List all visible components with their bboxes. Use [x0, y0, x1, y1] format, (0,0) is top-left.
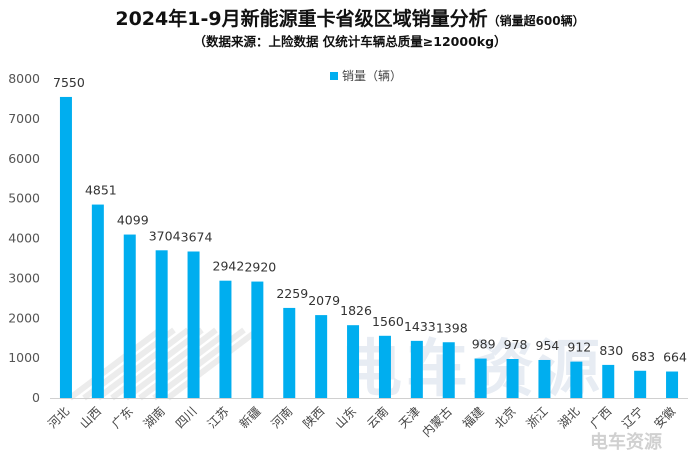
bar	[347, 325, 360, 398]
legend-swatch	[330, 71, 338, 80]
x-tick-label: 福建	[459, 404, 487, 432]
data-label: 1398	[436, 320, 468, 335]
x-tick-label: 河北	[45, 404, 72, 431]
data-label: 4851	[85, 183, 117, 198]
data-label: 7550	[53, 75, 85, 90]
data-label: 989	[472, 337, 496, 352]
y-tick-label: 0	[32, 390, 40, 405]
bar	[91, 204, 104, 398]
watermark-stripe	[138, 327, 232, 401]
bar	[538, 359, 551, 398]
bar	[506, 359, 519, 398]
y-tick-label: 7000	[8, 111, 40, 126]
x-tick-label: 北京	[492, 404, 519, 431]
data-label: 1560	[372, 314, 404, 329]
bar	[474, 358, 487, 398]
legend: 销量（辆）	[330, 67, 402, 84]
data-label: 2942	[213, 259, 245, 274]
watermark-stripe	[124, 327, 218, 401]
chart-title-suffix: （销量超600辆）	[487, 14, 585, 28]
bar	[315, 315, 328, 398]
x-tick-label: 浙江	[524, 404, 551, 431]
chart-title: 2024年1-9月新能源重卡省级区域销量分析（销量超600辆）	[0, 4, 700, 31]
data-label: 1826	[340, 303, 372, 318]
x-tick-label: 广西	[587, 404, 614, 431]
bar	[410, 340, 423, 398]
y-tick-label: 6000	[8, 151, 40, 166]
data-label: 2079	[308, 293, 340, 308]
x-tick-label: 广东	[109, 404, 136, 431]
bar	[602, 364, 615, 398]
data-label: 954	[536, 338, 560, 353]
bar	[442, 342, 455, 398]
x-tick-label: 湖南	[140, 404, 168, 432]
data-label: 3704	[149, 228, 181, 243]
bar	[187, 251, 200, 398]
x-tick-label: 新疆	[236, 404, 264, 432]
bar	[634, 370, 647, 398]
x-tick-label: 云南	[363, 404, 391, 432]
data-label: 683	[631, 349, 655, 364]
bar	[251, 281, 264, 398]
bar	[570, 361, 583, 398]
y-tick-label: 8000	[8, 71, 40, 86]
data-label: 3674	[181, 229, 213, 244]
y-tick-label: 2000	[8, 310, 40, 325]
data-label: 4099	[117, 213, 149, 228]
watermark-stripe	[68, 327, 162, 401]
x-tick-label: 辽宁	[619, 404, 647, 432]
y-tick-label: 4000	[8, 231, 40, 246]
watermark-stripe	[96, 327, 190, 401]
legend-label: 销量（辆）	[342, 69, 403, 83]
x-tick-label: 安徽	[651, 404, 679, 432]
data-label: 2259	[276, 286, 308, 301]
bar	[155, 250, 168, 398]
data-label: 664	[663, 350, 687, 365]
data-label: 978	[504, 337, 528, 352]
chart-title-main: 2024年1-9月新能源重卡省级区域销量分析	[115, 8, 488, 30]
x-tick-label: 山东	[332, 404, 359, 431]
y-tick-label: 3000	[8, 270, 40, 285]
chart-subtitle: （数据来源：上险数据 仅统计车辆总质量≥12000kg）	[193, 34, 507, 49]
x-tick-label: 湖北	[555, 404, 583, 432]
data-label: 2920	[244, 260, 276, 275]
bar	[219, 280, 232, 398]
data-label: 1433	[404, 319, 436, 334]
x-tick-label: 河南	[268, 404, 296, 432]
x-tick-label: 山西	[77, 404, 104, 431]
bar	[666, 371, 679, 398]
bar	[378, 335, 391, 398]
data-label: 912	[567, 340, 591, 355]
bar	[123, 234, 136, 398]
x-tick-label: 江苏	[205, 404, 232, 431]
bar	[59, 96, 72, 398]
x-tick-label: 四川	[173, 404, 200, 431]
x-tick-label: 内蒙古	[419, 404, 455, 440]
x-tick-label: 天津	[396, 404, 423, 431]
watermark-stripe	[166, 327, 260, 401]
y-tick-label: 5000	[8, 191, 40, 206]
bar	[283, 307, 296, 398]
y-tick-label: 1000	[8, 350, 40, 365]
data-label: 830	[599, 343, 623, 358]
x-tick-label: 陕西	[300, 404, 328, 432]
